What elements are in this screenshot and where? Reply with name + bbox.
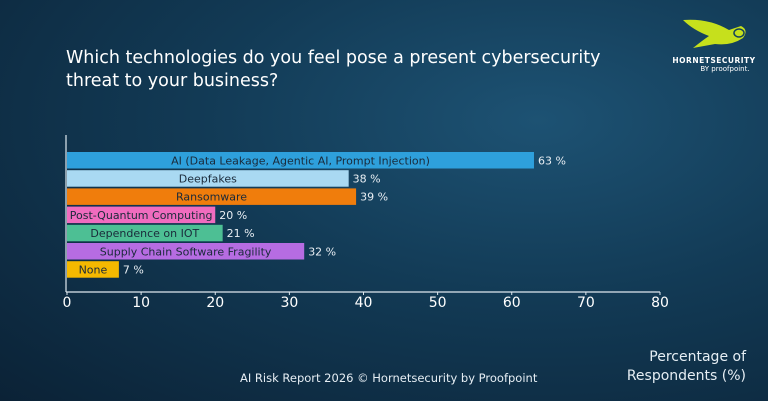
hornet-icon bbox=[683, 19, 746, 48]
x-tick-label: 50 bbox=[429, 295, 447, 311]
bar-category-label: Deepfakes bbox=[179, 172, 237, 185]
x-axis-label: Percentage of Respondents (%) bbox=[626, 349, 746, 384]
bar-data-label: 63 % bbox=[538, 154, 566, 167]
x-tick-label: 40 bbox=[355, 295, 373, 311]
bar-data-label: 21 % bbox=[227, 227, 255, 240]
bar-data-label: 20 % bbox=[219, 209, 247, 222]
bar-4 bbox=[67, 224, 223, 242]
hornetsecurity-logo: HORNETSECURITY BY proofpoint. bbox=[668, 16, 760, 73]
bar-category-label: AI (Data Leakage, Agentic AI, Prompt Inj… bbox=[171, 154, 430, 167]
x-tick-label: 80 bbox=[651, 295, 669, 311]
bar-5 bbox=[67, 243, 305, 260]
logo-by: BY proofpoint. bbox=[700, 65, 750, 73]
bar-category-label: Post-Quantum Computing bbox=[70, 209, 213, 222]
x-tick-label: 10 bbox=[132, 295, 150, 311]
bar-category-label: None bbox=[79, 263, 108, 276]
logo-brand: HORNETSECURITY bbox=[672, 56, 756, 65]
bar-data-label: 38 % bbox=[353, 172, 381, 185]
bar-3 bbox=[67, 206, 216, 224]
x-tick-label: 20 bbox=[206, 295, 224, 311]
bar-data-label: 32 % bbox=[308, 245, 336, 258]
x-tick-label: 60 bbox=[503, 295, 521, 311]
bar-category-label: Dependence on IOT bbox=[90, 227, 199, 240]
bar-0 bbox=[67, 152, 534, 169]
x-tick-label: 30 bbox=[280, 295, 298, 311]
x-tick-label: 70 bbox=[577, 295, 595, 311]
bar-category-label: Supply Chain Software Fragility bbox=[100, 245, 272, 258]
bar-6 bbox=[67, 261, 119, 278]
footer-text: AI Risk Report 2026 © Hornetsecurity by … bbox=[240, 371, 538, 385]
bar-2 bbox=[67, 188, 357, 205]
x-tick-label: 0 bbox=[63, 295, 72, 311]
bar-category-label: Ransomware bbox=[176, 191, 247, 204]
chart-title: Which technologies do you feel pose a pr… bbox=[66, 48, 601, 91]
bar-data-label: 7 % bbox=[123, 263, 144, 276]
bar-data-label: 39 % bbox=[360, 191, 388, 204]
bar-1 bbox=[67, 170, 349, 187]
